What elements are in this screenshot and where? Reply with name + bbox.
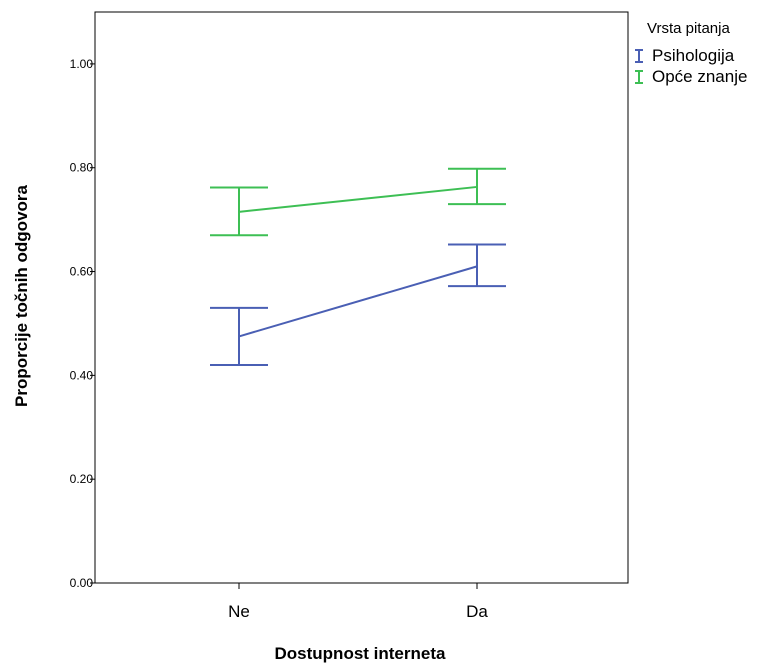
y-tick-label: 0.80 — [70, 161, 94, 175]
x-tick-label: Da — [466, 602, 488, 621]
plot-frame — [94, 11, 629, 584]
y-tick-label: 0.00 — [70, 576, 94, 590]
legend-label: Psihologija — [652, 45, 735, 65]
series-2 — [210, 167, 506, 237]
series-1 — [210, 243, 506, 366]
y-tick-label: 0.20 — [70, 472, 94, 486]
series-line — [238, 185, 478, 213]
legend-label: Opće znanje — [652, 66, 748, 86]
legend-item: Opće znanje — [632, 66, 782, 87]
x-axis-title: Dostupnost interneta — [275, 644, 446, 663]
y-tick-label: 1.00 — [70, 57, 94, 71]
y-tick-label: 0.40 — [70, 368, 94, 382]
series-line — [238, 265, 478, 338]
legend-errorbar-icon — [635, 48, 643, 63]
legend-item: Psihologija — [632, 45, 782, 66]
legend-errorbar-icon — [635, 69, 643, 84]
x-tick-label: Ne — [228, 602, 250, 621]
y-tick-label: 0.60 — [70, 265, 94, 279]
legend-title: Vrsta pitanja — [647, 20, 730, 37]
y-axis-title: Proporcije točnih odgovora — [12, 184, 31, 407]
legend: Vrsta pitanja Psihologija Opće znanje — [632, 20, 782, 87]
